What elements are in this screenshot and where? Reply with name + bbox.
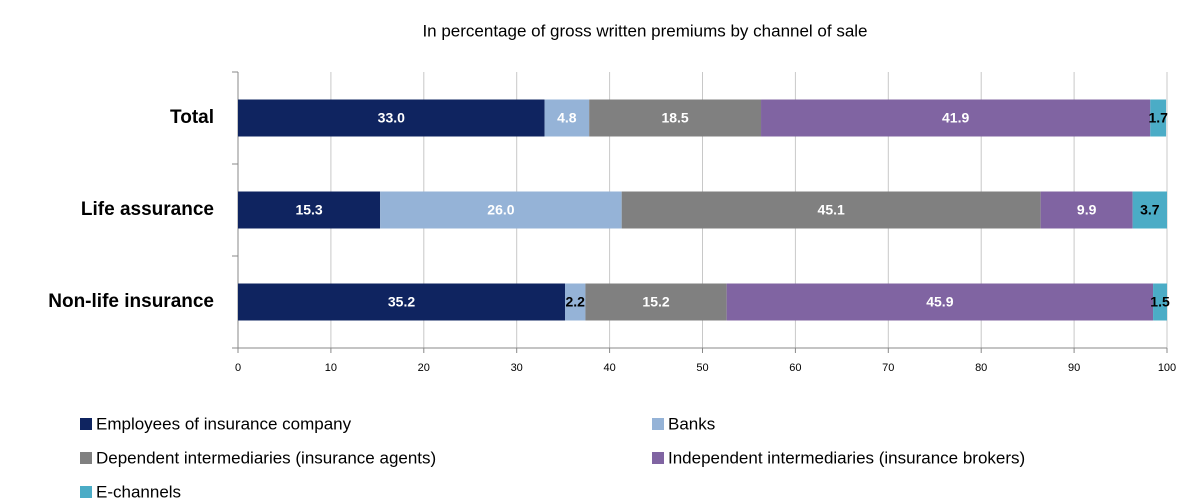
- x-tick-label: 60: [789, 362, 801, 374]
- x-tick-label: 50: [696, 362, 708, 374]
- data-label: 41.9: [942, 110, 969, 126]
- data-label: 15.3: [295, 202, 322, 218]
- data-label: 45.1: [818, 202, 845, 218]
- data-label: 4.8: [557, 110, 577, 126]
- legend-swatch: [652, 452, 664, 464]
- bar-segment: [238, 191, 381, 229]
- bar-segment: [380, 191, 622, 229]
- data-label: 33.0: [378, 110, 405, 126]
- data-label: 18.5: [661, 110, 688, 126]
- data-label: 15.2: [642, 294, 669, 310]
- x-tick-label: 10: [325, 362, 337, 374]
- legend-swatch: [652, 418, 664, 430]
- chart-title: In percentage of gross written premiums …: [422, 21, 867, 40]
- data-label: 1.5: [1150, 294, 1170, 310]
- y-tick-label: Life assurance: [81, 199, 214, 220]
- x-tick-label: 20: [418, 362, 430, 374]
- bar-segment: [1150, 99, 1167, 137]
- bar-segment: [1153, 283, 1167, 321]
- bar-segment: [585, 283, 727, 321]
- x-tick-label: 30: [511, 362, 523, 374]
- legend-label: Banks: [668, 414, 715, 433]
- data-label: 45.9: [926, 294, 953, 310]
- y-tick-label: Total: [170, 107, 214, 128]
- legend-swatch: [80, 486, 92, 498]
- x-tick-label: 70: [882, 362, 894, 374]
- data-label: 3.7: [1140, 202, 1160, 218]
- bar-segment: [726, 283, 1154, 321]
- legend-label: Independent intermediaries (insurance br…: [668, 448, 1025, 467]
- legend-label: Dependent intermediaries (insurance agen…: [96, 448, 436, 467]
- data-label: 26.0: [487, 202, 514, 218]
- data-label: 1.7: [1148, 110, 1168, 126]
- data-label: 35.2: [388, 294, 415, 310]
- data-label: 9.9: [1077, 202, 1097, 218]
- legend-label: Employees of insurance company: [96, 414, 352, 433]
- x-tick-label: 100: [1158, 362, 1176, 374]
- legend-label: E-channels: [96, 482, 181, 501]
- bar-segment: [589, 99, 762, 137]
- bar-segment: [761, 99, 1151, 137]
- y-tick-label: Non-life insurance: [48, 291, 214, 312]
- legend-swatch: [80, 418, 92, 430]
- x-tick-label: 80: [975, 362, 987, 374]
- data-label: 2.2: [565, 294, 585, 310]
- bar-segment: [1040, 191, 1133, 229]
- bar-segment: [238, 99, 545, 137]
- bar-segment: [238, 283, 566, 321]
- legend-swatch: [80, 452, 92, 464]
- bar-segment: [621, 191, 1041, 229]
- bar-segment: [565, 283, 586, 321]
- bar-segment: [544, 99, 590, 137]
- bar-segment: [1132, 191, 1167, 229]
- x-tick-label: 0: [235, 362, 241, 374]
- x-tick-label: 40: [603, 362, 615, 374]
- x-tick-label: 90: [1068, 362, 1080, 374]
